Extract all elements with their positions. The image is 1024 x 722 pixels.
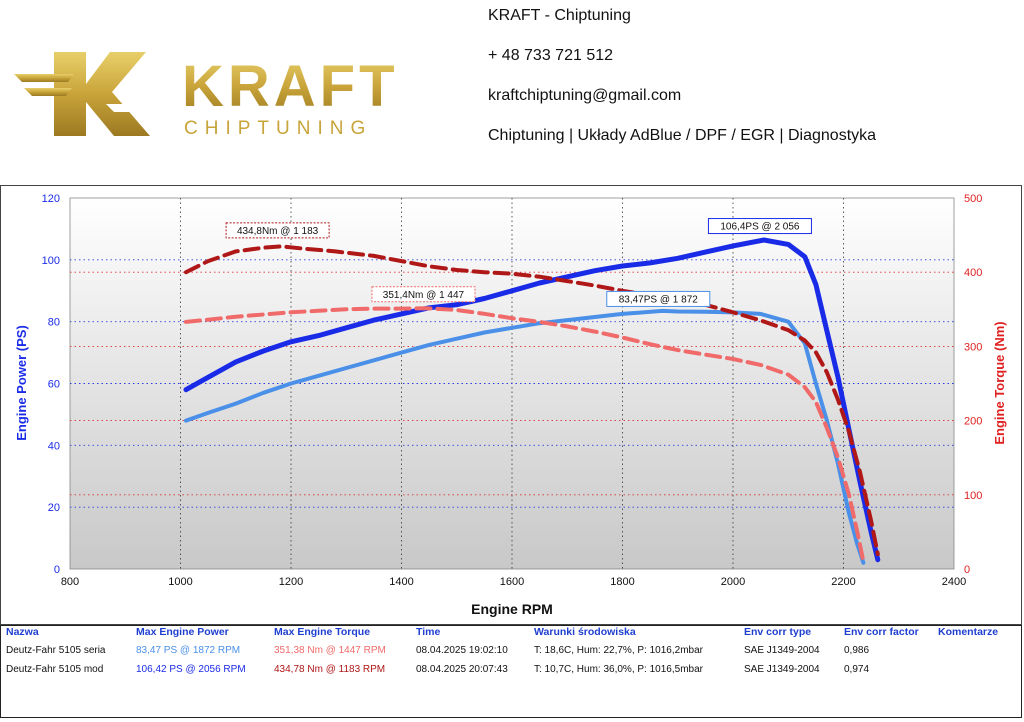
col-header-corr-type: Env corr type: [744, 626, 812, 638]
x-tick-label: 2400: [942, 576, 966, 588]
annotation-label: 83,47PS @ 1 872: [619, 294, 699, 305]
torque-curve-mod: [184, 244, 880, 557]
annotation-box: [606, 290, 711, 307]
annotation-box: [371, 286, 476, 303]
cell-time: 08.04.2025 19:02:10: [416, 645, 508, 656]
x-tick-label: 2200: [831, 576, 855, 588]
col-header-power: Max Engine Power: [136, 626, 229, 638]
contact-block: KRAFT - Chiptuning + 48 733 721 512 kraf…: [488, 6, 876, 166]
x-tick-label: 1800: [610, 576, 634, 588]
y-right-tick-label: 200: [964, 416, 982, 428]
results-table: Nazwa Max Engine Power Max Engine Torque…: [6, 626, 1016, 683]
x-tick-label: 1000: [168, 576, 192, 588]
table-header-row: Nazwa Max Engine Power Max Engine Torque…: [6, 626, 1016, 645]
cell-name: Deutz-Fahr 5105 seria: [6, 645, 106, 656]
y-left-tick-label: 80: [48, 317, 60, 329]
cell-power: 83,47 PS @ 1872 RPM: [136, 645, 241, 656]
annotation-label: 434,8Nm @ 1 183: [237, 226, 319, 237]
series-layer: [183, 237, 881, 565]
x-tick-label: 1200: [279, 576, 303, 588]
y-left-tick-label: 0: [54, 564, 60, 576]
y-left-tick-label: 20: [48, 502, 60, 514]
y-axis-right-label: Engine Torque (Nm): [992, 321, 1007, 444]
torque-curve-stock: [184, 306, 866, 564]
table-outline: [0, 625, 1022, 718]
y-right-tick-label: 300: [964, 341, 982, 353]
cell-corr-factor: 0,986: [844, 645, 870, 656]
table-row[interactable]: Deutz-Fahr 5105 seria 83,47 PS @ 1872 RP…: [6, 645, 1016, 664]
logo-wordmark: KRAFT: [182, 54, 399, 119]
axis-ticks: 800 1000 1200 1400 1600 1800 2000 2200 240002040…: [42, 193, 983, 588]
header: KRAFT CHIPTUNING KRAFT - Chiptuning + 48…: [0, 0, 1024, 180]
x-tick-label: 2000: [721, 576, 745, 588]
col-header-env: Warunki środowiska: [534, 626, 636, 638]
cell-time: 08.04.2025 20:07:43: [416, 664, 508, 675]
kraft-emblem-icon: [14, 52, 152, 136]
company-name: KRAFT - Chiptuning: [488, 7, 631, 24]
col-header-name: Nazwa: [6, 626, 39, 638]
annotation-label: 106,4PS @ 2 056: [720, 222, 800, 233]
cell-name: Deutz-Fahr 5105 mod: [6, 664, 104, 675]
email-address[interactable]: kraftchiptuning@gmail.com: [488, 87, 682, 104]
x-tick-label: 800: [61, 576, 79, 588]
annotation-layer: 106,4PS @ 2 056 83,47PS @ 1 872 434,8Nm @ …: [225, 218, 812, 307]
x-tick-label: 1400: [389, 576, 413, 588]
cell-corr-factor: 0,974: [844, 664, 870, 675]
kraft-logo: KRAFT CHIPTUNING: [14, 52, 399, 139]
y-left-tick-label: 100: [42, 255, 60, 267]
col-header-time: Time: [416, 626, 441, 638]
power-curve-mod: [183, 237, 881, 563]
cell-env: T: 10,7C, Hum: 36,0%, P: 1016,5mbar: [534, 664, 703, 675]
y-left-tick-label: 120: [42, 193, 60, 205]
table-row[interactable]: Deutz-Fahr 5105 mod 106,42 PS @ 2056 RPM…: [6, 664, 1016, 683]
x-tick-label: 1600: [500, 576, 524, 588]
annotation-box: [225, 222, 330, 239]
annotation-box: [707, 218, 812, 235]
y-right-tick-label: 400: [964, 267, 982, 279]
annotation-label: 351,4Nm @ 1 447: [383, 290, 465, 301]
y-left-tick-label: 40: [48, 440, 60, 452]
cell-torque: 351,38 Nm @ 1447 RPM: [274, 645, 386, 656]
col-header-corr-factor: Env corr factor: [844, 626, 919, 638]
cell-corr-type: SAE J1349-2004: [744, 645, 820, 656]
services-line: Chiptuning | Układy AdBlue / DPF / EGR |…: [488, 127, 877, 144]
col-header-torque: Max Engine Torque: [274, 626, 371, 638]
cell-torque: 434,78 Nm @ 1183 RPM: [274, 664, 386, 675]
y-right-tick-label: 0: [964, 564, 970, 576]
col-header-comments: Komentarze: [938, 626, 999, 638]
chart-border: [0, 185, 1022, 625]
cell-env: T: 18,6C, Hum: 22,7%, P: 1016,2mbar: [534, 645, 703, 656]
y-axis-left-label: Engine Power (PS): [14, 325, 29, 441]
logo-subtitle: CHIPTUNING: [184, 118, 372, 139]
y-right-tick-label: 500: [964, 193, 982, 205]
y-left-tick-label: 60: [48, 379, 60, 391]
y-right-tick-label: 100: [964, 490, 982, 502]
power-curve-stock: [184, 308, 866, 565]
cell-corr-type: SAE J1349-2004: [744, 664, 820, 675]
phone-number[interactable]: + 48 733 721 512: [488, 47, 614, 64]
cell-power: 106,42 PS @ 2056 RPM: [136, 664, 246, 675]
x-axis-label: Engine RPM: [471, 601, 553, 617]
dyno-chart: 800 1000 1200 1400 1600 1800 2000 2200 240002040…: [0, 185, 1022, 625]
